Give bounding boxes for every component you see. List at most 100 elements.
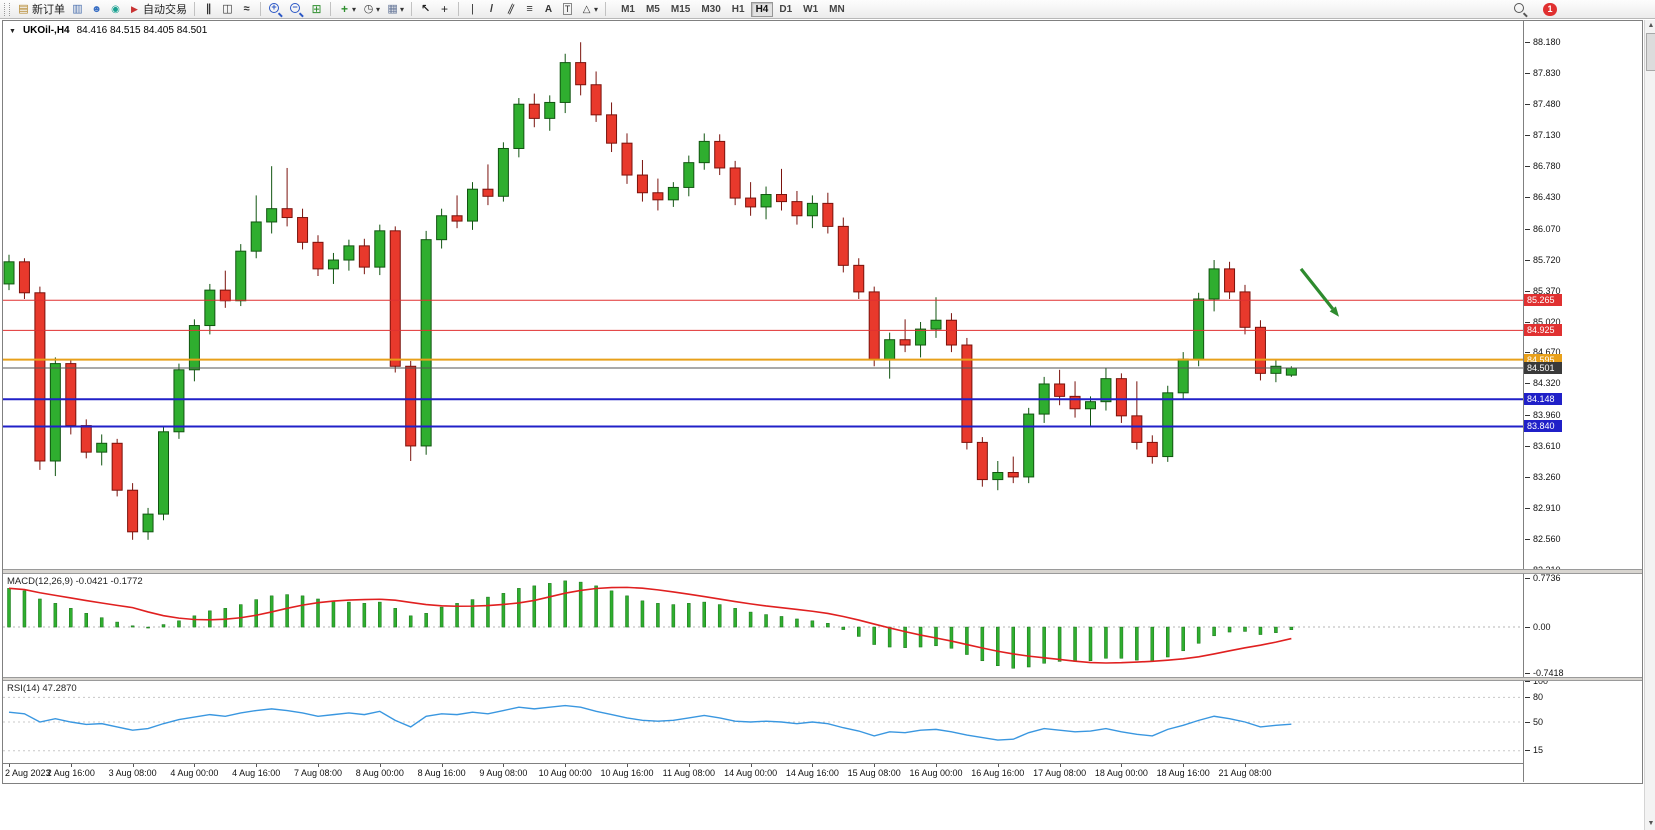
bar-chart-mode-button[interactable] [199, 1, 218, 17]
candlestick-mode-button[interactable] [218, 1, 237, 17]
toolbar-separator [411, 2, 413, 16]
time-axis-label: 10 Aug 00:00 [538, 768, 592, 778]
time-tick-mark [1121, 764, 1123, 767]
axis-tick-label: 83.260 [1524, 472, 1561, 483]
alerts-button[interactable] [106, 1, 125, 17]
macd-name: MACD(12,26,9) [7, 576, 73, 587]
time-axis-label: 8 Aug 00:00 [355, 768, 404, 778]
rsi-label: RSI(14) 47.2870 [7, 683, 77, 694]
rsi-pane[interactable]: RSI(14) 47.2870 [3, 681, 1523, 763]
rsi-value: 47.2870 [42, 683, 77, 694]
scroll-up-icon[interactable] [1645, 20, 1655, 32]
timeframe-h4-button[interactable]: H4 [750, 1, 774, 17]
time-axis-label: 18 Aug 16:00 [1156, 768, 1210, 778]
main-chart-pane[interactable]: UKOil-,H4 84.416 84.515 84.405 84.501 [3, 21, 1523, 569]
time-tick-mark [997, 764, 999, 767]
time-axis-label: 21 Aug 08:00 [1218, 768, 1272, 778]
new-chart-icon [338, 3, 351, 16]
symbol-header: UKOil-,H4 84.416 84.515 84.405 84.501 [9, 25, 207, 36]
axis-tick-label: 85.370 [1524, 286, 1561, 297]
one-click-trading-arrow-icon[interactable] [9, 25, 16, 36]
cursor-button[interactable] [416, 1, 435, 17]
periods-button[interactable] [359, 1, 383, 17]
axis-tick-label: 82.560 [1524, 534, 1561, 545]
label-tool-button[interactable] [558, 1, 577, 17]
text-tool-button[interactable] [539, 1, 558, 17]
vertical-line-icon [466, 3, 479, 16]
time-tick-mark [812, 764, 814, 767]
fibonacci-button[interactable] [520, 1, 539, 17]
macd-values: -0.0421 -0.1772 [75, 576, 143, 587]
tile-windows-button[interactable] [307, 1, 326, 17]
timeframe-m1-button[interactable]: M1 [616, 2, 640, 17]
time-axis-label: 2 Aug 2023 [5, 768, 51, 778]
macd-pane[interactable]: MACD(12,26,9) -0.0421 -0.1772 [3, 574, 1523, 677]
time-tick-mark [441, 764, 443, 767]
profiles-button[interactable] [87, 1, 106, 17]
toolbar-grip[interactable] [4, 2, 10, 16]
vertical-scrollbar[interactable] [1644, 20, 1655, 830]
timeframe-mn-button[interactable]: MN [824, 2, 850, 17]
time-tick-mark [256, 764, 258, 767]
chart-window: UKOil-,H4 84.416 84.515 84.405 84.501 MA… [2, 20, 1643, 784]
time-tick-mark [9, 764, 10, 767]
toolbar-separator [458, 2, 460, 16]
bar-chart-icon [202, 3, 215, 16]
timeframe-d1-button[interactable]: D1 [774, 2, 797, 17]
timeframe-m30-button[interactable]: M30 [696, 2, 725, 17]
axis-tick-label: 87.480 [1524, 99, 1561, 110]
time-axis-label: 9 Aug 08:00 [479, 768, 528, 778]
search-button[interactable] [1510, 1, 1531, 17]
price-axis[interactable]: 88.180 87.830 87.480 87.130 86.780 86.430 86.0… [1523, 21, 1642, 782]
time-tick-mark [503, 764, 505, 767]
axis-tick-label: 15 [1524, 745, 1543, 756]
time-tick-mark [194, 764, 196, 767]
axis-tick-label: 84.320 [1524, 378, 1561, 389]
toolbar-separator [260, 2, 261, 16]
axis-tick-label: -0.7418 [1524, 668, 1564, 679]
templates-button[interactable] [383, 1, 407, 17]
autotrading-button[interactable]: 自动交易 [125, 1, 190, 17]
shapes-button[interactable] [577, 1, 601, 17]
timeframe-m5-button[interactable]: M5 [641, 2, 665, 17]
time-axis[interactable]: 2 Aug 2023 2 Aug 16:00 3 Aug 08:00 4 Aug 00… [3, 763, 1523, 783]
scrollbar-thumb[interactable] [1646, 33, 1655, 71]
crosshair-button[interactable] [435, 1, 454, 17]
symbol-label: UKOil-,H4 [22, 25, 70, 36]
trendline-icon [485, 3, 498, 16]
pane-separator[interactable] [3, 677, 1642, 681]
time-tick-mark [936, 764, 937, 767]
line-chart-mode-button[interactable] [237, 1, 256, 17]
time-axis-label: 16 Aug 16:00 [971, 768, 1025, 778]
time-axis-label: 7 Aug 08:00 [293, 768, 343, 778]
channel-button[interactable] [501, 1, 520, 17]
pane-separator[interactable] [3, 569, 1642, 574]
timeframe-m15-button[interactable]: M15 [666, 2, 695, 17]
new-chart-button[interactable] [335, 1, 359, 17]
price-level-badge: 84.148 [1524, 393, 1562, 406]
axis-tick-label: 85.020 [1524, 317, 1561, 328]
axis-tick-label: 86.430 [1524, 192, 1561, 203]
timeframe-w1-button[interactable]: W1 [798, 2, 823, 17]
zoom-in-button[interactable] [265, 1, 286, 17]
cursor-icon [419, 3, 432, 16]
text-icon [542, 3, 555, 16]
vertical-line-button[interactable] [463, 1, 482, 17]
label-icon [561, 3, 574, 16]
axis-tick-label: 83.610 [1524, 441, 1561, 452]
macd-plot [3, 580, 1523, 669]
scroll-down-icon[interactable] [1645, 818, 1655, 830]
axis-tick-label: 83.960 [1524, 410, 1561, 421]
trendline-button[interactable] [482, 1, 501, 17]
axis-tick-label: 87.830 [1524, 68, 1561, 79]
chart-windows-button[interactable] [68, 1, 87, 17]
timeframe-h1-button[interactable]: H1 [727, 2, 750, 17]
zoom-out-icon [290, 2, 300, 13]
chart-window-icon [71, 3, 84, 16]
notification-badge[interactable]: 1 [1543, 2, 1557, 16]
time-axis-label: 18 Aug 00:00 [1094, 768, 1148, 778]
toolbar-right-group: 1 [1510, 1, 1557, 17]
new-order-button[interactable]: 新订单 [14, 1, 68, 17]
zoom-out-button[interactable] [286, 1, 307, 17]
